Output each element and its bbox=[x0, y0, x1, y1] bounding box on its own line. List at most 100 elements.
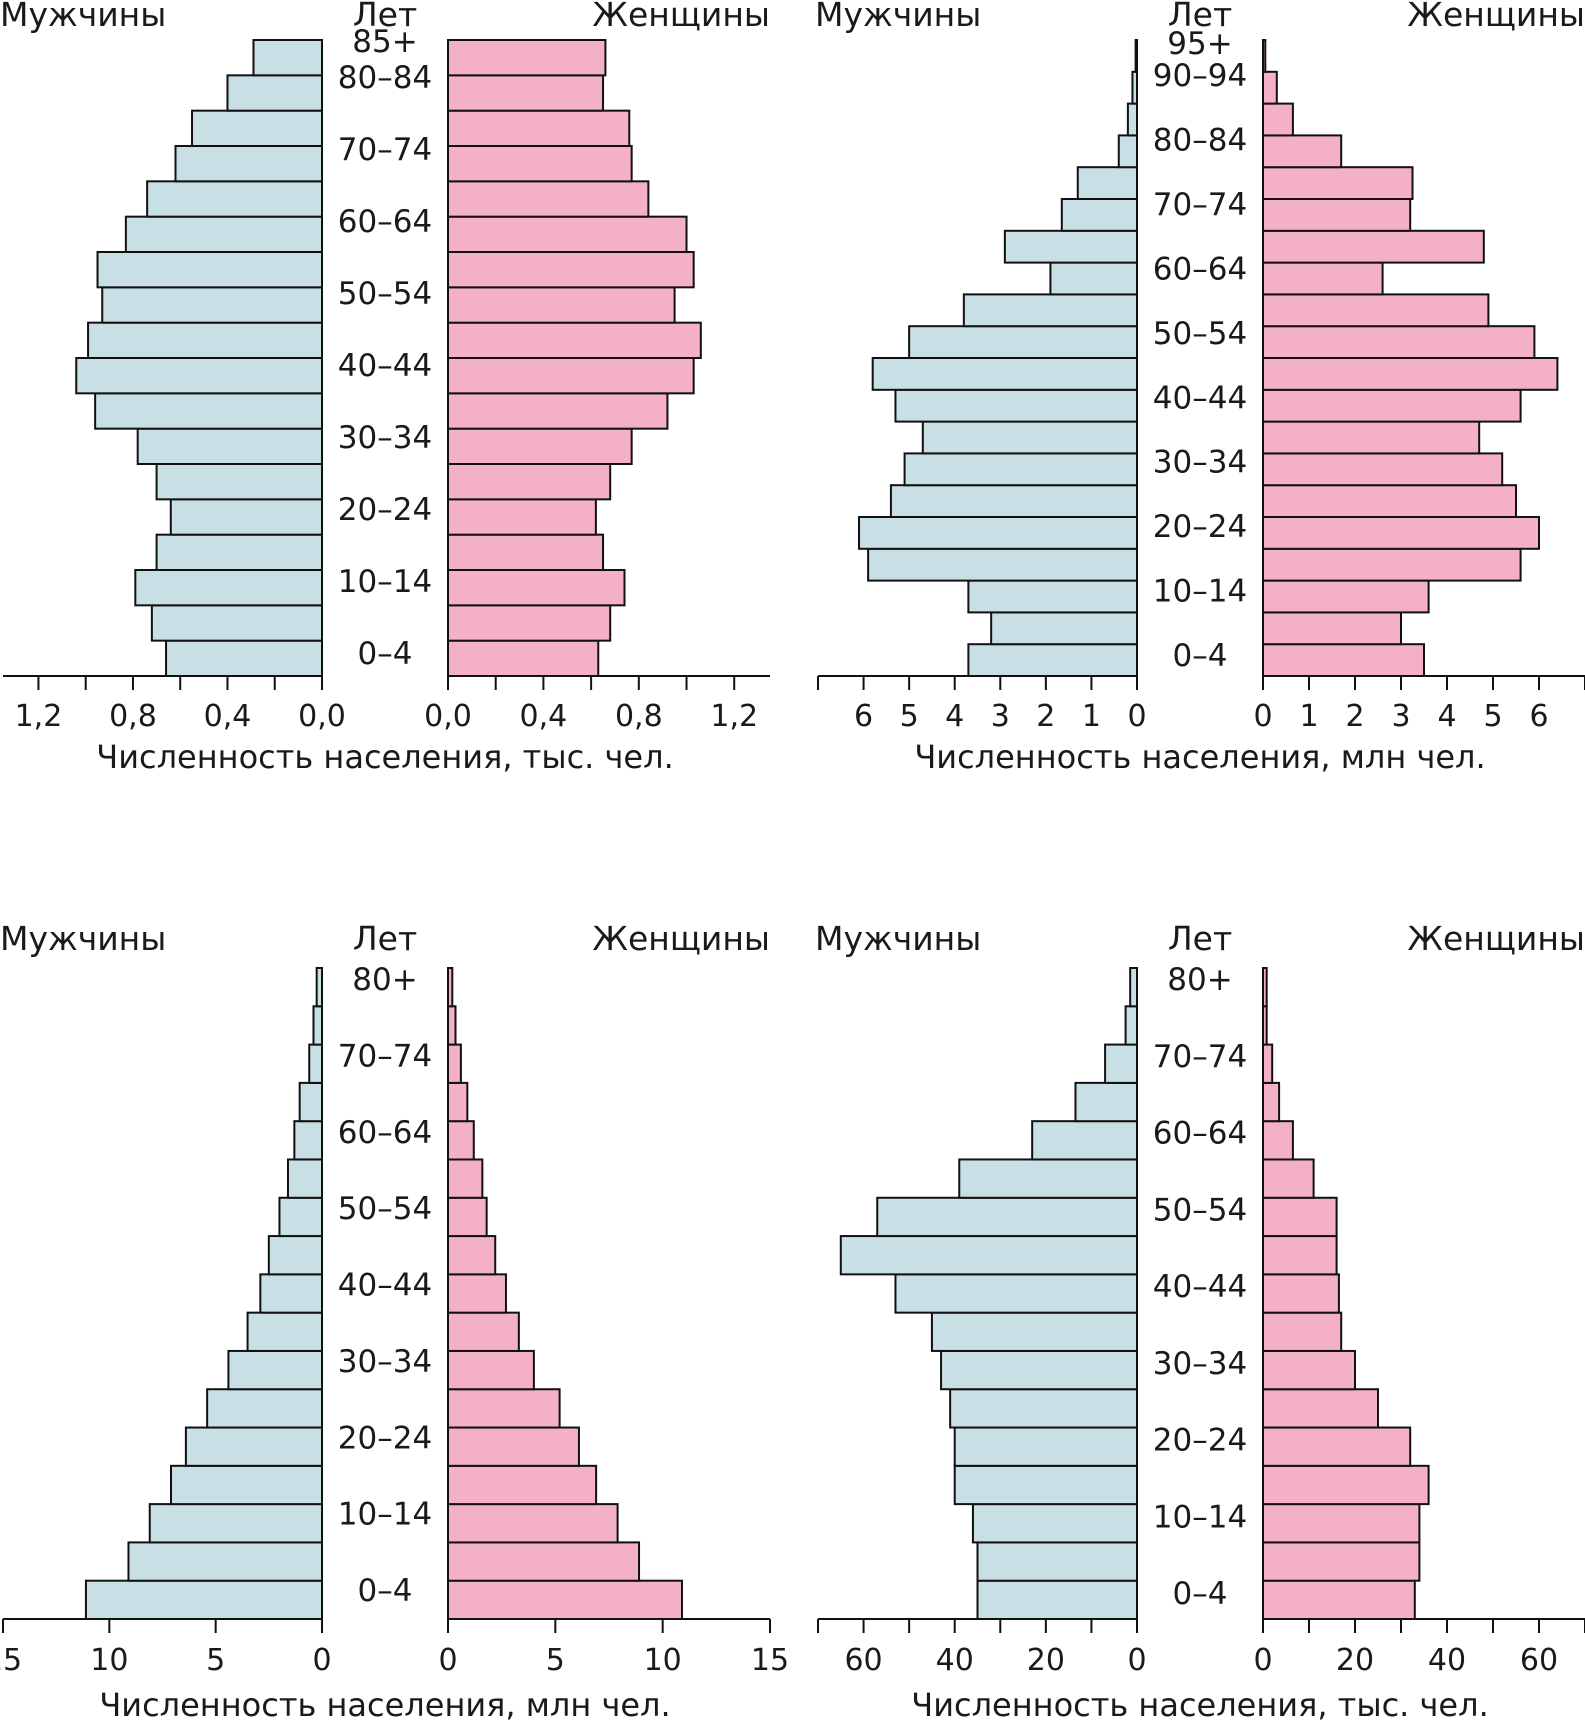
female-header: Женщины bbox=[1407, 919, 1585, 958]
male-bar-70–74 bbox=[1104, 1043, 1139, 1084]
age-label: 10–14 bbox=[1153, 1499, 1247, 1535]
male-x-tick-label: 0,4 bbox=[204, 699, 252, 734]
x-axis-title: Численность населения, тыс. чел. bbox=[96, 738, 673, 776]
male-x-tick-label: 2 bbox=[1036, 699, 1055, 734]
female-bar-60–64 bbox=[1262, 1120, 1294, 1161]
male-bar-80+ bbox=[1129, 967, 1138, 1008]
age-header: Лет bbox=[353, 0, 417, 34]
male-bar-75–79 bbox=[1076, 166, 1138, 200]
female-bar-0–4 bbox=[447, 1579, 683, 1621]
female-bar-70–74 bbox=[1262, 1043, 1274, 1084]
male-x-tick-label: 0 bbox=[1127, 699, 1146, 734]
age-label: 30–34 bbox=[1153, 1346, 1247, 1382]
age-label: 50–54 bbox=[338, 276, 432, 312]
female-bar-45–49 bbox=[447, 321, 702, 359]
female-bar-30–34 bbox=[1262, 1349, 1356, 1391]
female-bar-55–59 bbox=[1262, 293, 1490, 328]
female-bar-15–19 bbox=[447, 1464, 598, 1506]
female-x-tick-label: 1 bbox=[1299, 699, 1318, 734]
male-bar-30–34 bbox=[903, 452, 1139, 487]
female-bar-80+ bbox=[1262, 967, 1268, 1008]
male-bar-70–74 bbox=[1060, 198, 1138, 232]
male-x-tick-label: 10 bbox=[90, 1643, 128, 1678]
female-bar-20–24 bbox=[447, 1426, 580, 1467]
female-bar-5–9 bbox=[1262, 1541, 1421, 1582]
male-bar-75–79 bbox=[312, 1005, 324, 1046]
female-bar-70–74 bbox=[1262, 198, 1412, 232]
age-label: 80–84 bbox=[338, 60, 432, 96]
female-header: Женщины bbox=[1407, 0, 1585, 34]
female-x-tick-label: 0,8 bbox=[615, 699, 663, 734]
female-x-tick-label: 2 bbox=[1345, 699, 1364, 734]
female-bar-80–84 bbox=[447, 74, 605, 112]
age-label: 60–64 bbox=[338, 204, 432, 240]
male-bar-15–19 bbox=[155, 533, 323, 572]
male-bar-60–64 bbox=[1049, 261, 1139, 296]
male-x-tick-label: 0 bbox=[312, 1643, 331, 1678]
male-bar-15–19 bbox=[953, 1464, 1138, 1506]
age-label: 95+ bbox=[1167, 26, 1232, 62]
female-bar-15–19 bbox=[1262, 1464, 1430, 1506]
female-bar-60–64 bbox=[1262, 261, 1384, 296]
male-bar-25–29 bbox=[206, 1388, 323, 1429]
female-x-tick-label: 0 bbox=[1253, 1643, 1272, 1678]
female-bar-40–44 bbox=[447, 357, 695, 395]
male-bar-45–49 bbox=[87, 321, 323, 359]
male-x-tick-label: 3 bbox=[991, 699, 1010, 734]
age-label: 20–24 bbox=[338, 492, 432, 528]
female-x-tick-label: 4 bbox=[1437, 699, 1456, 734]
female-bar-75–79 bbox=[447, 109, 631, 147]
male-x-tick-label: 0 bbox=[1127, 1643, 1146, 1678]
male-bar-40–44 bbox=[75, 357, 324, 395]
male-bar-0–4 bbox=[165, 639, 323, 678]
female-bar-5–9 bbox=[1262, 611, 1402, 646]
female-x-tick-label: 5 bbox=[1483, 699, 1502, 734]
age-label: 40–44 bbox=[1153, 380, 1247, 416]
female-bar-65–69 bbox=[1262, 229, 1485, 264]
male-bar-20–24 bbox=[858, 516, 1139, 550]
age-label: 50–54 bbox=[338, 1191, 432, 1227]
male-bar-50–54 bbox=[908, 325, 1139, 360]
female-bar-60–64 bbox=[447, 1120, 475, 1161]
male-bar-10–14 bbox=[134, 569, 323, 607]
male-bar-25–29 bbox=[155, 463, 323, 501]
male-bar-0–4 bbox=[84, 1579, 323, 1621]
age-label: 80+ bbox=[352, 962, 417, 998]
male-x-tick-label: 5 bbox=[206, 1643, 225, 1678]
female-bar-50–54 bbox=[1262, 1196, 1338, 1238]
female-bar-35–39 bbox=[1262, 1311, 1343, 1352]
age-label: 30–34 bbox=[338, 1344, 432, 1380]
female-bar-5–9 bbox=[447, 604, 612, 642]
age-label: 0–4 bbox=[1173, 638, 1228, 674]
female-x-tick-label: 0 bbox=[438, 1643, 457, 1678]
male-bar-35–39 bbox=[921, 420, 1138, 455]
female-bar-65–69 bbox=[447, 1081, 469, 1123]
male-bar-40–44 bbox=[894, 1273, 1138, 1314]
male-bar-45–49 bbox=[839, 1235, 1139, 1276]
male-bar-60–64 bbox=[293, 1120, 323, 1161]
female-x-tick-label: 0,0 bbox=[424, 699, 472, 734]
female-bar-20–24 bbox=[1262, 516, 1540, 550]
age-header: Лет bbox=[1168, 919, 1232, 958]
male-header: Мужчины bbox=[0, 0, 166, 34]
female-bar-20–24 bbox=[1262, 1426, 1412, 1467]
age-header: Лет bbox=[1168, 0, 1232, 34]
age-label: 0–4 bbox=[358, 636, 413, 672]
female-x-tick-label: 15 bbox=[751, 1643, 789, 1678]
age-label: 80+ bbox=[1167, 962, 1232, 998]
age-label: 70–74 bbox=[1153, 1039, 1247, 1075]
male-bar-40–44 bbox=[894, 388, 1138, 423]
female-bar-55–59 bbox=[447, 1158, 484, 1199]
male-bar-5–9 bbox=[976, 1541, 1138, 1582]
male-x-tick-label: 5 bbox=[900, 699, 919, 734]
female-bar-55–59 bbox=[1262, 1158, 1315, 1199]
female-bar-75–79 bbox=[447, 1005, 457, 1046]
male-x-tick-label: 1,2 bbox=[15, 699, 63, 734]
female-bar-15–19 bbox=[447, 533, 605, 572]
age-label: 10–14 bbox=[338, 1497, 432, 1533]
male-bar-15–19 bbox=[867, 547, 1138, 582]
female-bar-10–14 bbox=[1262, 1503, 1421, 1544]
